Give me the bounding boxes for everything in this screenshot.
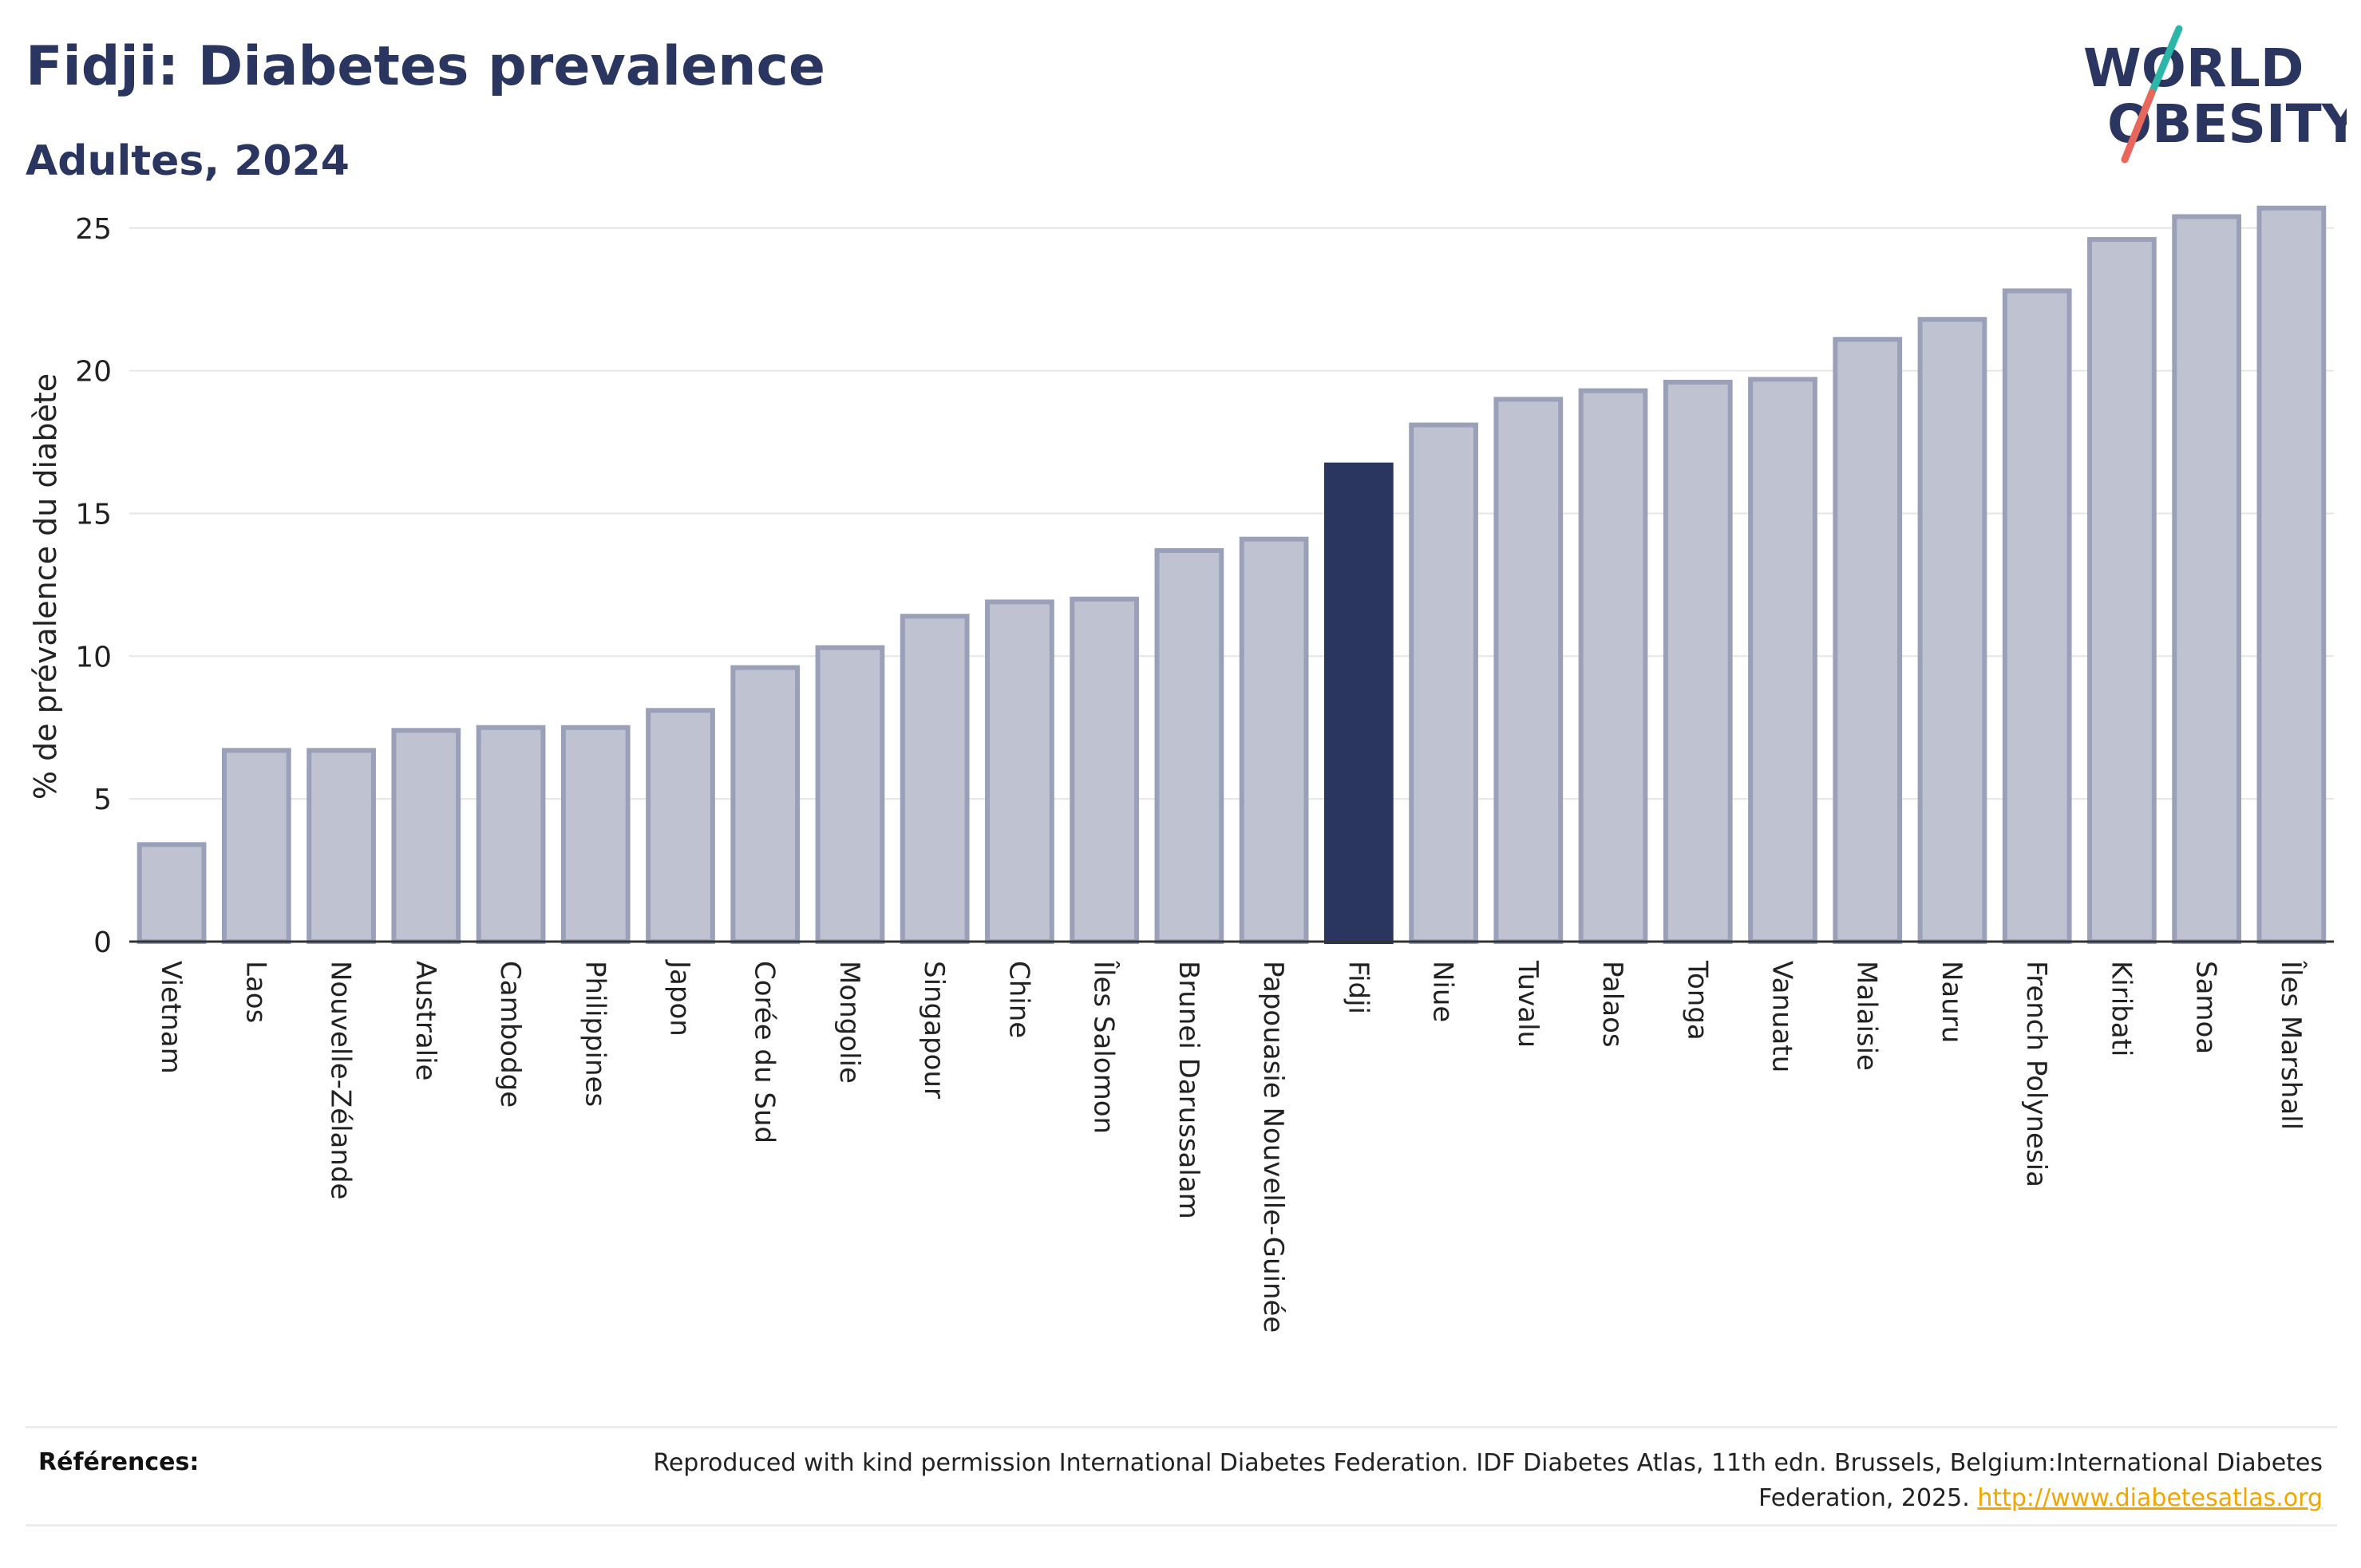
bar-vietnam — [136, 842, 207, 945]
x-category-label: Îles Salomon — [1088, 960, 1121, 1134]
bar-fidji — [1323, 462, 1394, 944]
bar-kiribati — [2087, 237, 2157, 945]
category-labels: Vietnam Laos Nouvelle-Zélande Australie Camb… — [155, 959, 2308, 1333]
bar-tuvalu — [1493, 397, 1564, 944]
x-category-label: Corée du Sud — [749, 961, 781, 1143]
bar-nauru — [1917, 317, 1987, 944]
x-category-label: Vanuatu — [1766, 961, 1798, 1072]
bar-tonga — [1663, 379, 1733, 944]
bar--les-marshall — [2256, 205, 2327, 944]
references-body: Reproduced with kind permission Internat… — [653, 1449, 2323, 1512]
bar-palaos — [1578, 388, 1648, 944]
y-axis-title: % de prévalence du diabète — [28, 373, 63, 800]
bar-brunei-darussalam — [1154, 547, 1224, 944]
x-category-label: Australie — [409, 961, 441, 1080]
x-category-label: Niue — [1427, 961, 1459, 1022]
y-tick-label: 20 — [75, 356, 112, 389]
x-category-label: Fidji — [1342, 961, 1374, 1014]
bar-papouasie-nouvelle-guin-e — [1239, 536, 1309, 945]
bar-philippines — [560, 725, 631, 944]
x-category-label: Cambodge — [494, 961, 526, 1108]
x-category-label: Singapour — [918, 961, 950, 1099]
x-category-label: Laos — [239, 961, 271, 1023]
bar-niue — [1409, 422, 1478, 944]
x-category-label: Nauru — [1936, 961, 1968, 1043]
x-category-label: Philippines — [579, 961, 611, 1107]
x-category-label: Vietnam — [155, 961, 187, 1074]
world-obesity-logo: WORLD OBESITY — [2083, 25, 2347, 164]
y-tick-label: 5 — [93, 784, 112, 816]
references-label: Références: — [38, 1448, 200, 1476]
footer-bottom-divider — [26, 1524, 2337, 1527]
x-category-label: Chine — [1003, 961, 1034, 1038]
y-tick-labels: 0 5 10 15 20 25 — [75, 213, 112, 959]
bar-nouvelle-z-lande — [306, 748, 376, 944]
chart-subtitle: Adultes, 2024 — [26, 137, 350, 185]
bar-malaisie — [1833, 337, 1903, 944]
bar-australie — [391, 728, 461, 944]
bar-laos — [221, 748, 291, 944]
bar-cor-e-du-sud — [730, 665, 801, 944]
x-category-label: Mongolie — [833, 961, 865, 1084]
x-category-label: French Polynesia — [2020, 961, 2052, 1187]
x-category-label: Tonga — [1681, 960, 1713, 1041]
logo-slash-bottom — [2121, 89, 2156, 164]
x-category-label: Kiribati — [2105, 961, 2137, 1057]
chart-title: Fidji: Diabetes prevalence — [26, 35, 825, 98]
bars — [136, 205, 2327, 945]
logo-line1: WORLD — [2083, 38, 2304, 99]
bar-french-polynesia — [2002, 288, 2072, 944]
bar-singapour — [900, 614, 970, 944]
bar-samoa — [2172, 214, 2242, 944]
bar-cambodge — [476, 725, 546, 944]
logo-slash-top — [2148, 25, 2183, 97]
x-category-label: Tuvalu — [1512, 960, 1544, 1048]
y-tick-label: 15 — [75, 498, 112, 531]
x-category-label: Brunei Darussalam — [1173, 961, 1204, 1219]
bar-vanuatu — [1748, 377, 1817, 945]
x-category-label: Nouvelle-Zélande — [325, 961, 357, 1199]
y-tick-label: 0 — [93, 926, 112, 959]
x-category-label: Palaos — [1596, 961, 1628, 1048]
y-tick-label: 25 — [75, 213, 112, 246]
x-category-label: Malaisie — [1851, 961, 1883, 1071]
bar--les-salomon — [1070, 596, 1140, 944]
x-category-label: Îles Marshall — [2275, 960, 2308, 1130]
bar-chine — [985, 599, 1054, 944]
x-category-label: Samoa — [2190, 961, 2222, 1054]
bar-mongolie — [815, 645, 885, 944]
y-tick-label: 10 — [75, 641, 112, 673]
references-text: Reproduced with kind permission Internat… — [607, 1446, 2323, 1516]
bar-japon — [646, 708, 715, 944]
footer-top-divider — [26, 1426, 2337, 1428]
x-category-label: Papouasie Nouvelle-Guinée — [1257, 961, 1289, 1333]
x-category-label: Japon — [664, 959, 696, 1037]
references-link[interactable]: http://www.diabetesatlas.org — [1977, 1484, 2323, 1512]
bar-chart: 0 5 10 15 20 25 Vietnam Laos Nouvelle-Zélande Au… — [28, 205, 2334, 1333]
